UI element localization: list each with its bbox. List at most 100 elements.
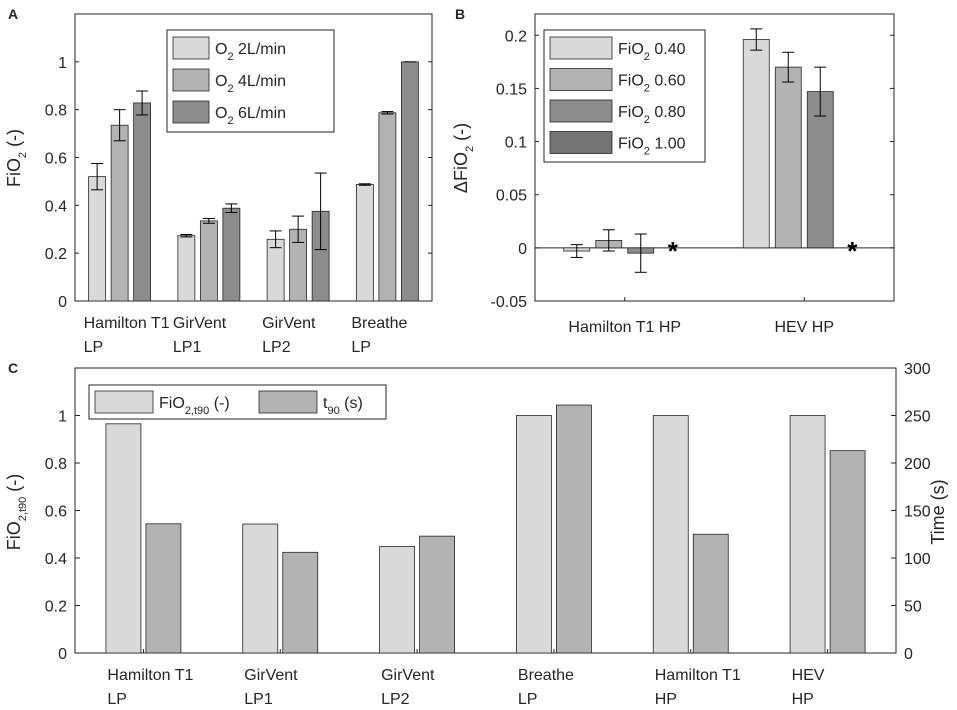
y-tick-label: 0.6: [45, 151, 67, 168]
x-tick-label: GirVent: [244, 667, 298, 684]
y-tick-label: 0.2: [45, 599, 67, 616]
bar: [774, 66, 802, 249]
legend-entry-suffix: 0.40: [650, 41, 686, 58]
legend-entry-sub: 90: [327, 405, 339, 417]
y-axis-label-a-sub: 2: [17, 152, 29, 158]
x-tick-label: HEV: [792, 667, 825, 684]
bar: [222, 207, 241, 302]
legend-entry-sub: 2,t90: [185, 405, 209, 417]
legend-entry-main: O: [215, 73, 227, 90]
x-tick-label: Breathe: [351, 315, 407, 332]
y-axis-label-c-sub: 2,t90: [17, 497, 29, 521]
legend-entry: O2 2L/min: [215, 41, 286, 63]
bar: [556, 404, 592, 654]
legend-entry: FiO2 0.60: [618, 73, 686, 95]
y-axis-label-c-main: FiO: [4, 521, 24, 550]
y-tick-label: 0.1: [505, 135, 527, 152]
x-tick-label: Breathe: [518, 667, 574, 684]
x-tick-label: Hamilton T1 HP: [568, 319, 681, 336]
bar: [692, 533, 729, 654]
x-tick-label: Hamilton T1: [655, 667, 741, 684]
y-tick-label: 0.4: [45, 551, 67, 568]
y-tick-label: 0.2: [45, 246, 67, 263]
bar: [110, 124, 129, 302]
legend-entry-main: t: [323, 395, 328, 412]
bar: [378, 112, 397, 302]
y-axis-label-b-main: ΔFiO: [451, 152, 471, 193]
x-tick-label: Hamilton T1: [84, 315, 170, 332]
y2-tick-label: 50: [904, 599, 922, 616]
y-tick-label: 0: [518, 241, 527, 258]
missing-value-marker: *: [668, 236, 679, 266]
y-axis-label-c: FiO2,t90 (-): [4, 474, 29, 550]
y2-tick-label: 200: [904, 456, 931, 473]
legend-entry: FiO2,t90 (-): [159, 395, 230, 417]
bar: [742, 39, 770, 249]
legend-entry-main: FiO: [618, 104, 644, 121]
y-axis-label-b-suffix: (-): [451, 123, 471, 146]
y-axis-label-a-main: FiO: [4, 158, 24, 187]
bar: [789, 415, 826, 654]
legend-swatch: [94, 390, 154, 414]
chart-panel-c: 00.20.40.60.81050100150200250300FiO2,t90…: [4, 361, 948, 708]
legend-entry-sub: 2: [644, 51, 650, 63]
y-tick-label: 0.4: [45, 198, 67, 215]
bar: [88, 176, 107, 302]
x-tick-label: GirVent: [262, 315, 316, 332]
legend-entry-main: O: [215, 105, 227, 122]
legend-entry: t90 (s): [323, 395, 363, 417]
legend-swatch: [172, 68, 210, 92]
bar: [105, 423, 142, 654]
legend-swatch: [258, 390, 318, 414]
bar: [242, 523, 279, 654]
bar: [282, 551, 319, 654]
x-tick-label: HP: [792, 691, 814, 708]
x-tick-label: LP2: [381, 691, 410, 708]
legend-swatch: [549, 68, 613, 91]
bar: [419, 535, 455, 654]
legend-entry-main: FiO: [618, 136, 644, 153]
y2-tick-label: 0: [904, 646, 913, 663]
legend-entry-sub: 2: [644, 114, 650, 126]
y-tick-label: 0.8: [45, 103, 67, 120]
x-tick-label: GirVent: [381, 667, 435, 684]
panel-label-c: C: [8, 360, 18, 376]
bar: [266, 238, 285, 302]
y-tick-label: 0: [58, 294, 67, 311]
legend-entry-suffix: (s): [340, 395, 363, 412]
bar: [829, 450, 866, 654]
legend-entry-sub: 2: [227, 83, 233, 95]
legend-entry-suffix: 0.80: [650, 104, 686, 121]
legend-entry: O2 4L/min: [215, 73, 286, 95]
y-tick-label: -0.05: [491, 294, 528, 311]
y2-tick-label: 100: [904, 551, 931, 568]
y-tick-label: 0.6: [45, 504, 67, 521]
legend-entry-sub: 2: [644, 146, 650, 158]
y-tick-label: 0.2: [505, 28, 527, 45]
legend-entry-suffix: 0.60: [650, 73, 686, 90]
y2-tick-label: 150: [904, 504, 931, 521]
bar: [516, 415, 552, 654]
bar: [133, 102, 152, 302]
x-tick-label: LP: [84, 339, 104, 356]
y-axis-label-b: ΔFiO2 (-): [451, 123, 476, 193]
legend-swatch: [172, 100, 210, 124]
bar: [145, 523, 182, 654]
x-tick-label: HEV HP: [774, 319, 834, 336]
bar: [355, 184, 374, 302]
x-tick-label: LP: [107, 691, 127, 708]
legend-entry: FiO2 0.80: [618, 104, 686, 126]
legend-swatch: [549, 131, 613, 154]
y-tick-label: 0: [58, 646, 67, 663]
bar: [199, 220, 218, 302]
missing-value-marker: *: [847, 236, 858, 266]
legend-entry-main: FiO: [159, 395, 185, 412]
y-axis-label-c-suffix: (-): [4, 474, 24, 497]
legend-swatch: [549, 36, 613, 60]
legend-entry-sub: 2: [644, 83, 650, 95]
x-tick-label: LP1: [244, 691, 273, 708]
y-tick-label: 0.15: [496, 81, 527, 98]
